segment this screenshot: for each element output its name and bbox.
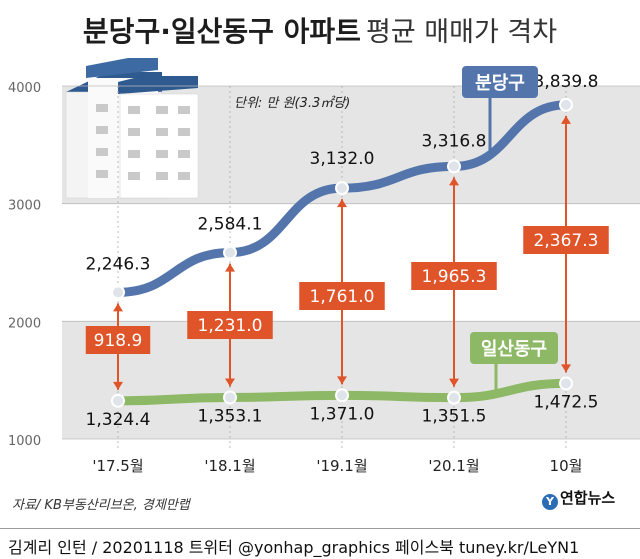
gap-label-box <box>299 282 385 310</box>
gap-label: 2,367.3 <box>534 231 599 251</box>
gap-arrow-down <box>449 378 459 387</box>
gap-label: 1,965.3 <box>422 267 487 287</box>
data-label: 2,584.1 <box>198 215 263 235</box>
x-tick-label: '17.5월 <box>92 457 143 475</box>
x-tick-label: '19.1월 <box>316 457 367 475</box>
data-point <box>111 393 125 408</box>
gap-label-box <box>411 262 497 290</box>
yonhap-logo: Y 연합뉴스 <box>542 487 615 510</box>
gap-label-box <box>187 311 273 339</box>
data-point <box>447 159 461 174</box>
data-label: 3,132.0 <box>310 149 375 169</box>
gap-label: 918.9 <box>94 331 143 351</box>
data-point <box>111 285 125 300</box>
source-note: 자료/ KB부동산리브온, 경제만랩 <box>12 498 190 513</box>
data-label: 2,246.3 <box>86 254 151 274</box>
gap-arrow-down <box>337 376 347 385</box>
unit-note: 단위: 만 원(3.3㎡당) <box>234 96 351 111</box>
chart-title-main: 분당구·일산동구 아파트 <box>82 15 361 48</box>
data-label: 1,371.0 <box>310 404 375 424</box>
gap-arrow-up <box>337 199 347 208</box>
x-tick-label: '18.1월 <box>204 457 255 475</box>
data-point <box>223 390 237 405</box>
data-label: 3,316.8 <box>422 131 487 151</box>
gap-label: 1,231.0 <box>198 316 263 336</box>
data-label: 1,351.5 <box>422 407 487 427</box>
legend-tag <box>462 66 538 98</box>
y-tick-label: 3000 <box>8 199 41 214</box>
gap-label-box <box>85 326 151 354</box>
data-point <box>223 245 237 260</box>
data-label: 1,472.5 <box>534 392 599 412</box>
data-point <box>335 181 349 196</box>
gap-arrow-up <box>449 177 459 186</box>
gap-arrow-down <box>561 364 571 373</box>
data-point <box>559 97 573 112</box>
chart-title: 분당구·일산동구 아파트 평균 매매가 격차 <box>0 10 640 50</box>
data-point <box>559 376 573 391</box>
gap-arrow-up <box>561 115 571 124</box>
gap-arrow-down <box>225 378 235 387</box>
legend-label: 일산동구 <box>481 339 547 360</box>
legend-label: 분당구 <box>475 73 525 94</box>
credit-footer: 김계리 인턴 / 20201118 트위터 @yonhap_graphics 페… <box>0 528 640 559</box>
x-tick-label: '20.1월 <box>428 457 479 475</box>
data-point <box>335 388 349 403</box>
legend-tag <box>470 332 558 364</box>
gap-arrow-down <box>113 381 123 390</box>
logo-mark: Y <box>542 494 558 510</box>
chart-title-sub: 평균 매매가 격차 <box>366 17 558 48</box>
data-label: 1,353.1 <box>198 406 263 426</box>
gap-arrow-up <box>225 263 235 272</box>
y-tick-label: 2000 <box>8 316 41 331</box>
y-tick-label: 4000 <box>8 81 41 96</box>
apartment-building-icon <box>65 58 199 199</box>
gap-label: 1,761.0 <box>310 287 375 307</box>
y-tick-label: 1000 <box>8 434 41 449</box>
gap-arrow-up <box>113 303 123 312</box>
data-label: 1,324.4 <box>86 410 151 430</box>
gap-label-box <box>523 226 609 254</box>
x-tick-label: 10월 <box>550 457 583 475</box>
logo-text: 연합뉴스 <box>560 489 616 507</box>
data-point <box>447 390 461 405</box>
data-label: 3,839.8 <box>534 72 599 92</box>
credit-text: 김계리 인턴 / 20201118 트위터 @yonhap_graphics 페… <box>8 538 580 557</box>
